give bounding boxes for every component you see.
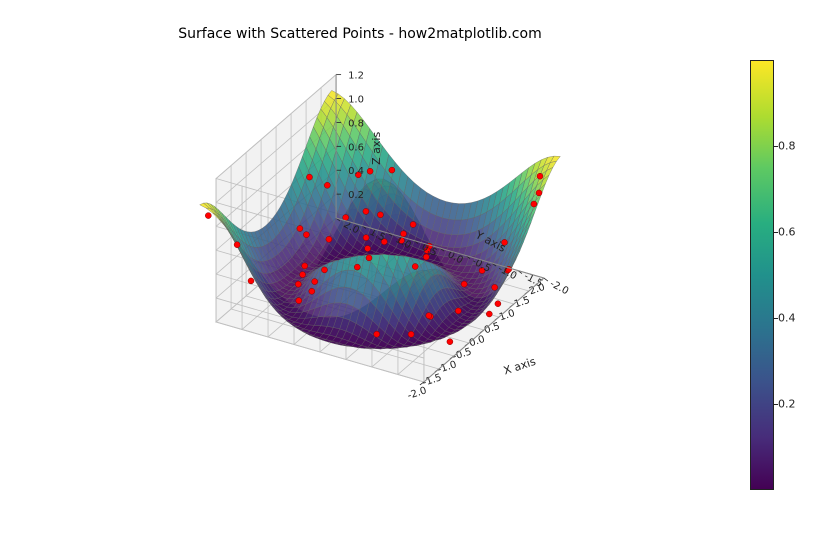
plot-3d: -2.0-1.5-1.0-0.50.00.51.01.52.0-2.0-1.5-… — [0, 0, 840, 560]
scatter-point — [326, 236, 332, 242]
colorbar-tick-label: 0.2 — [778, 398, 796, 411]
scatter-point — [354, 264, 360, 270]
z-tick: 1.0 — [348, 95, 364, 106]
colorbar-tick-label: 0.8 — [778, 140, 796, 153]
z-tick: 0.4 — [348, 166, 364, 177]
z-tick: 0.8 — [348, 118, 364, 129]
scatter-point — [322, 267, 328, 273]
scatter-point — [297, 226, 303, 232]
scatter-point — [307, 174, 313, 180]
scatter-point — [312, 279, 318, 285]
scatter-point — [455, 308, 461, 314]
scatter-point — [363, 208, 369, 214]
scatter-point — [295, 281, 301, 287]
scatter-point — [303, 232, 309, 238]
scatter-point — [461, 281, 467, 287]
scatter-point — [492, 284, 498, 290]
scatter-point — [537, 173, 543, 179]
scatter-point — [324, 182, 330, 188]
scatter-point — [486, 311, 492, 317]
scatter-point — [410, 222, 416, 228]
scatter-point — [248, 278, 254, 284]
scatter-point — [377, 212, 383, 218]
z-tick: 1.2 — [348, 71, 364, 82]
scatter-point — [447, 339, 453, 345]
scatter-point — [495, 301, 501, 307]
scatter-point — [412, 264, 418, 270]
chart-container: Surface with Scattered Points - how2matp… — [0, 0, 840, 560]
colorbar-tick-label: 0.4 — [778, 312, 796, 325]
z-axis-label: Z axis — [370, 132, 383, 165]
scatter-point — [302, 263, 308, 269]
scatter-point — [365, 246, 371, 252]
z-tick: 0.2 — [348, 190, 364, 201]
scatter-point — [300, 272, 306, 278]
z-tick: 0.6 — [348, 142, 364, 153]
scatter-point — [536, 190, 542, 196]
scatter-point — [389, 167, 395, 173]
scatter-point — [309, 288, 315, 294]
scatter-point — [205, 213, 211, 219]
y-tick: -2.0 — [548, 278, 570, 297]
scatter-point — [367, 168, 373, 174]
colorbar-tick-label: 0.6 — [778, 226, 796, 239]
scatter-point — [234, 242, 240, 248]
scatter-point — [366, 255, 372, 261]
colorbar-gradient — [750, 60, 774, 490]
scatter-point — [531, 201, 537, 207]
x-axis-label: X axis — [502, 355, 538, 378]
scatter-point — [374, 331, 380, 337]
scatter-point — [408, 331, 414, 337]
scatter-point — [426, 313, 432, 319]
scatter-point — [296, 298, 302, 304]
colorbar: 0.2 0.4 0.6 0.8 — [750, 60, 830, 490]
